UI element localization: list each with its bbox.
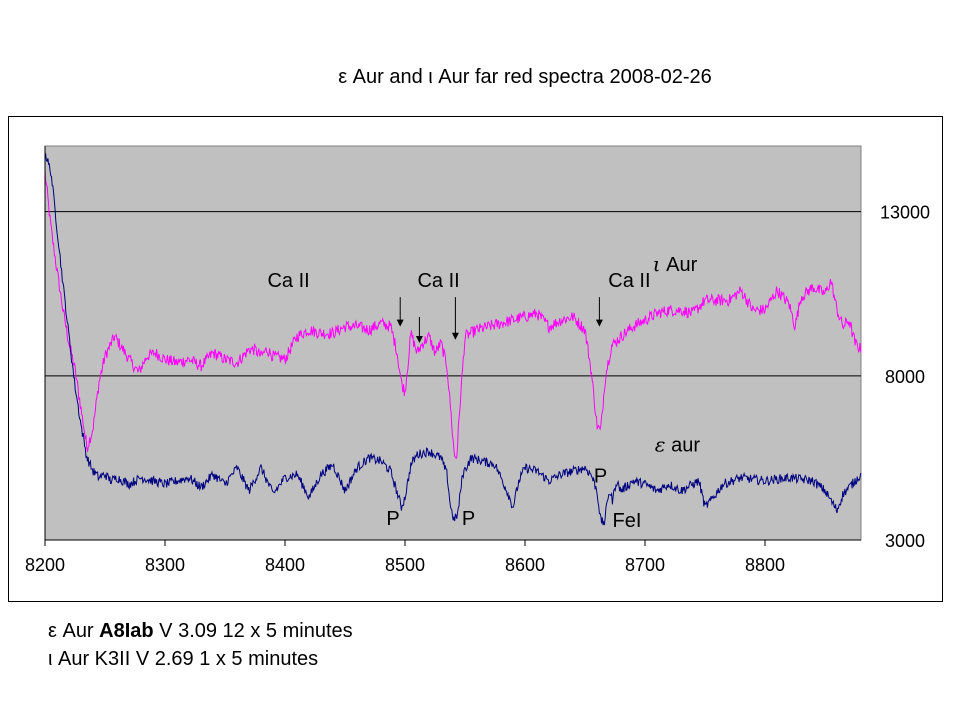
caption-iota: ι Aur K3II V 2.69 1 x 5 minutes	[48, 648, 319, 670]
axes: 8200 8300 8400 8500 8600 8700 8800 3000 8000 1300…	[25, 146, 930, 575]
chart-title: ε Aur and ι Aur far red spectra 2008-02-…	[338, 66, 712, 88]
annotation-label: ι Aur	[653, 252, 698, 276]
annotation-arrow-head	[396, 319, 404, 327]
annotation-label: FeI	[613, 510, 642, 532]
x-tick-label: 8700	[625, 555, 665, 575]
chart-frame	[8, 116, 943, 602]
x-tick-label: 8800	[745, 555, 785, 575]
y-tick-label: 13000	[880, 203, 930, 223]
annotation-label: Ca II	[417, 270, 459, 292]
series-line-iota-aur	[44, 170, 862, 460]
caption-epsilon: ε Aur A8Iab V 3.09 12 x 5 minutes	[48, 620, 353, 643]
x-tick-label: 8200	[25, 555, 65, 575]
annotation-arrow-head	[451, 332, 459, 340]
annotation-label: Ca II	[608, 270, 650, 292]
x-tick-label: 8500	[385, 555, 425, 575]
annotations: ι Aur ε aur Ca II Ca II Ca II P P P FeI	[267, 252, 700, 532]
annotation-arrow-head	[595, 319, 603, 327]
caption-epsilon-prefix: ε Aur	[48, 620, 100, 642]
annotation-label: P	[462, 508, 475, 530]
y-tick-label: 3000	[885, 531, 925, 551]
caption-epsilon-spectral-type: A8Iab	[99, 620, 154, 642]
y-tick-label: 8000	[885, 367, 925, 387]
annotation-arrow-head	[415, 336, 423, 343]
x-tick-label: 8400	[265, 555, 305, 575]
x-tick-label: 8600	[505, 555, 545, 575]
gridlines	[45, 211, 861, 377]
annotation-label: ε aur	[655, 432, 701, 456]
x-tick-label: 8300	[145, 555, 185, 575]
caption-epsilon-suffix: V 3.09 12 x 5 minutes	[153, 620, 353, 642]
annotation-label: P	[386, 508, 399, 530]
annotation-label: P	[594, 466, 607, 488]
series-layer	[44, 152, 862, 526]
series-line-epsilon-aur	[44, 152, 862, 526]
annotation-label: Ca II	[267, 270, 309, 292]
